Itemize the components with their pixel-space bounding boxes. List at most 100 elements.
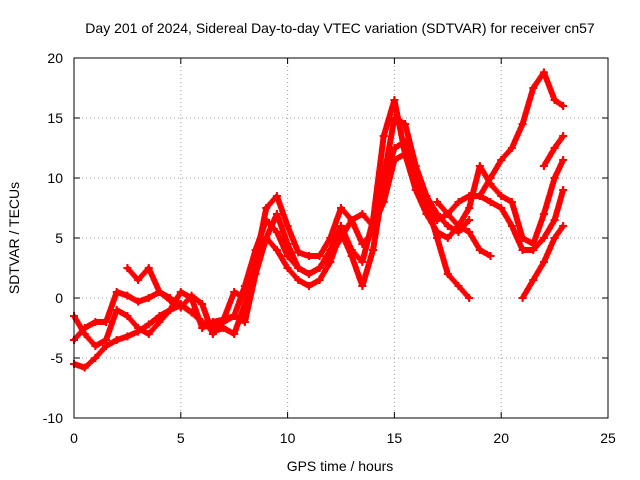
data-point — [112, 306, 121, 314]
data-point — [262, 204, 271, 212]
data-point — [326, 258, 335, 266]
data-point — [369, 216, 378, 224]
data-point — [304, 282, 313, 290]
y-tick-label: 15 — [47, 110, 63, 126]
data-point — [454, 198, 463, 206]
data-point — [315, 252, 324, 260]
data-point — [272, 210, 281, 218]
x-tick-label: 15 — [387, 430, 403, 446]
data-point — [80, 330, 89, 338]
data-point — [507, 144, 516, 152]
axis-ticks: 0 5 10 15 20 25 -10 -5 0 5 10 15 20 — [43, 50, 616, 446]
data-point — [230, 288, 239, 296]
data-point — [559, 132, 568, 140]
data-point — [304, 270, 313, 278]
data-point — [550, 96, 559, 104]
data-point — [497, 192, 506, 200]
data-point — [497, 156, 506, 164]
data-point — [550, 174, 559, 182]
data-point — [443, 222, 452, 230]
data-point — [550, 234, 559, 242]
y-axis-title: SDTVAR / TECUs — [6, 182, 22, 294]
data-point — [443, 210, 452, 218]
data-point — [294, 248, 303, 257]
data-point — [123, 332, 132, 341]
data-point — [358, 210, 367, 218]
data-point — [465, 228, 474, 236]
data-point — [315, 276, 324, 284]
data-point — [144, 330, 153, 338]
x-tick-label: 20 — [493, 430, 509, 446]
data-point — [390, 144, 399, 152]
data-point — [112, 288, 121, 296]
data-point — [208, 330, 217, 338]
data-point — [550, 216, 559, 224]
data-point — [134, 324, 143, 332]
data-point — [123, 264, 132, 272]
data-point — [422, 204, 431, 212]
data-point — [518, 246, 527, 254]
data-point — [337, 204, 345, 212]
data-point — [155, 318, 164, 326]
data-point — [166, 294, 175, 302]
data-point — [112, 336, 121, 344]
data-point — [283, 240, 292, 248]
data-point — [262, 234, 271, 242]
data-point — [550, 144, 559, 152]
data-point — [559, 102, 568, 110]
data-point — [443, 270, 452, 278]
data-point — [411, 180, 420, 188]
data-point — [518, 234, 527, 242]
data-point — [91, 318, 100, 326]
data-point — [347, 216, 356, 224]
data-point — [134, 297, 143, 306]
data-point — [433, 198, 442, 206]
data-point — [219, 318, 228, 326]
data-point — [102, 336, 111, 344]
data-point — [176, 303, 185, 312]
data-point — [283, 222, 292, 230]
data-point — [123, 291, 132, 300]
data-point — [486, 252, 495, 260]
data-point — [454, 282, 463, 290]
series-track-7 — [518, 222, 568, 302]
data-point — [144, 264, 153, 272]
data-point — [518, 120, 527, 128]
data-point — [401, 120, 410, 128]
y-tick-label: 0 — [55, 290, 63, 306]
x-tick-label: 10 — [280, 430, 296, 446]
data-marks — [70, 68, 568, 372]
series-track-6 — [475, 68, 568, 200]
data-point — [539, 68, 548, 77]
data-point — [443, 234, 452, 242]
y-tick-label: 5 — [55, 230, 63, 246]
data-point — [240, 318, 249, 326]
data-point — [559, 222, 568, 230]
chart-title: Day 201 of 2024, Sidereal Day-to-day VTE… — [85, 20, 595, 36]
data-point — [102, 318, 111, 326]
data-point — [433, 216, 442, 224]
data-point — [187, 291, 196, 300]
data-point — [559, 156, 568, 164]
data-point — [144, 320, 153, 329]
data-point — [369, 246, 378, 254]
data-point — [529, 84, 538, 92]
x-tick-label: 25 — [600, 430, 616, 446]
data-point — [91, 354, 100, 362]
data-point — [486, 198, 495, 206]
data-point — [559, 186, 568, 194]
data-point — [198, 300, 207, 308]
data-point — [539, 234, 548, 242]
data-point — [358, 258, 367, 266]
data-point — [272, 228, 281, 236]
data-point — [347, 246, 356, 254]
data-point — [465, 204, 474, 212]
data-point — [80, 363, 89, 372]
data-point — [315, 264, 324, 272]
data-point — [272, 192, 281, 200]
data-point — [123, 312, 132, 320]
x-tick-label: 5 — [177, 430, 185, 446]
data-point — [230, 312, 239, 320]
data-point — [518, 294, 527, 302]
